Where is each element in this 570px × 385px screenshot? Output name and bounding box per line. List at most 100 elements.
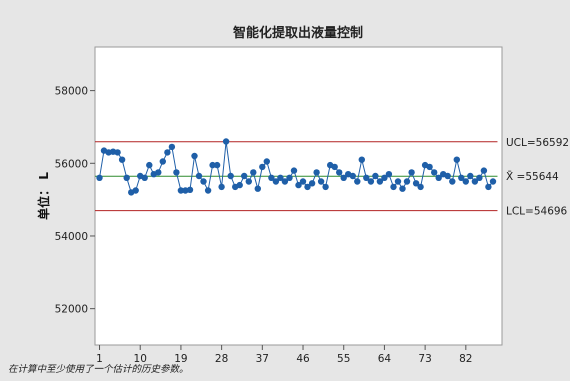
data-point [290,167,298,174]
data-point [336,169,343,176]
data-point [489,178,497,185]
data-point [132,187,139,194]
data-point [426,163,433,171]
data-point [177,187,185,194]
footnote: 在计算中至少使用了一个估计的历史参数。 [8,363,189,375]
x-tick-label: 46 [296,353,310,365]
data-point [164,149,171,156]
center-label: X̄ =55644 [506,170,559,183]
x-tick-label: 28 [215,353,228,365]
data-point [376,178,384,185]
plot-area [94,46,503,346]
data-point [168,143,176,151]
data-point [462,178,469,185]
x-tick-label: 19 [174,353,187,365]
data-point [471,178,479,185]
data-point [485,183,492,191]
data-point [435,174,442,181]
data-point [286,174,293,181]
data-point [317,178,325,185]
data-point [349,172,356,180]
data-point [322,183,329,191]
data-point [367,178,375,185]
data-point [308,180,316,187]
data-point [381,174,388,181]
x-tick-label: 55 [337,353,350,365]
x-tick-label: 37 [256,353,269,365]
y-axis-label: 单位： L [36,172,51,220]
data-point [268,174,275,181]
y-tick-label: 54000 [55,231,88,243]
x-tick-label: 64 [378,353,392,365]
data-point [200,178,207,185]
data-point [467,172,474,180]
data-point [304,183,311,191]
data-point [313,169,320,176]
data-point [222,138,230,145]
data-point [195,172,203,180]
data-point [444,172,451,180]
data-point [431,169,438,176]
data-point [213,161,221,169]
axis-ticks: 52000 54000 56000 58000 1 10 19 28 37 46 55 64 73 82 [55,86,473,365]
y-tick-label: 58000 [55,86,88,98]
data-point [114,149,121,156]
data-point [363,174,370,181]
x-tick-label: 73 [418,353,431,365]
data-point [394,178,402,185]
data-point [173,169,180,176]
data-point [209,161,216,169]
data-point [141,174,148,181]
data-point [159,158,166,165]
data-point [277,174,284,181]
data-point [354,178,361,185]
data-point [146,161,153,169]
data-point [453,156,460,163]
data-point [449,178,456,185]
data-point [390,183,397,191]
ucl-label: UCL=56592 [506,137,569,149]
data-point [245,178,252,185]
data-point [272,178,280,185]
chart-title: 智能化提取出液量控制 [233,25,363,41]
data-point [241,172,248,180]
data-point [281,178,289,185]
data-point [480,167,488,174]
data-point [399,185,406,192]
data-point [155,169,162,176]
data-point [236,181,243,189]
x-tick-label: 10 [134,353,147,365]
x-tick-label: 1 [96,353,103,365]
data-series [96,138,497,196]
data-point [263,158,270,165]
y-tick-label: 56000 [55,158,88,170]
data-point [372,172,379,180]
data-point [250,169,257,176]
data-point [118,156,126,163]
data-point [123,174,130,181]
data-point [191,152,198,160]
data-point [417,183,424,191]
data-point [254,185,261,192]
data-point [385,171,393,178]
data-point [295,181,302,189]
data-point [358,156,365,163]
data-point [259,163,266,171]
lcl-label: LCL=54696 [506,206,568,218]
data-point [227,172,234,180]
data-point [403,178,411,185]
data-point [476,174,483,181]
data-point [96,174,103,181]
data-point [408,169,415,176]
data-point [299,178,307,185]
data-point [186,186,194,193]
y-tick-label: 52000 [55,304,88,316]
data-point [331,163,338,171]
data-point [204,187,212,194]
data-point [340,174,347,181]
data-point [458,174,465,181]
data-point [412,180,420,187]
data-point [218,183,225,191]
